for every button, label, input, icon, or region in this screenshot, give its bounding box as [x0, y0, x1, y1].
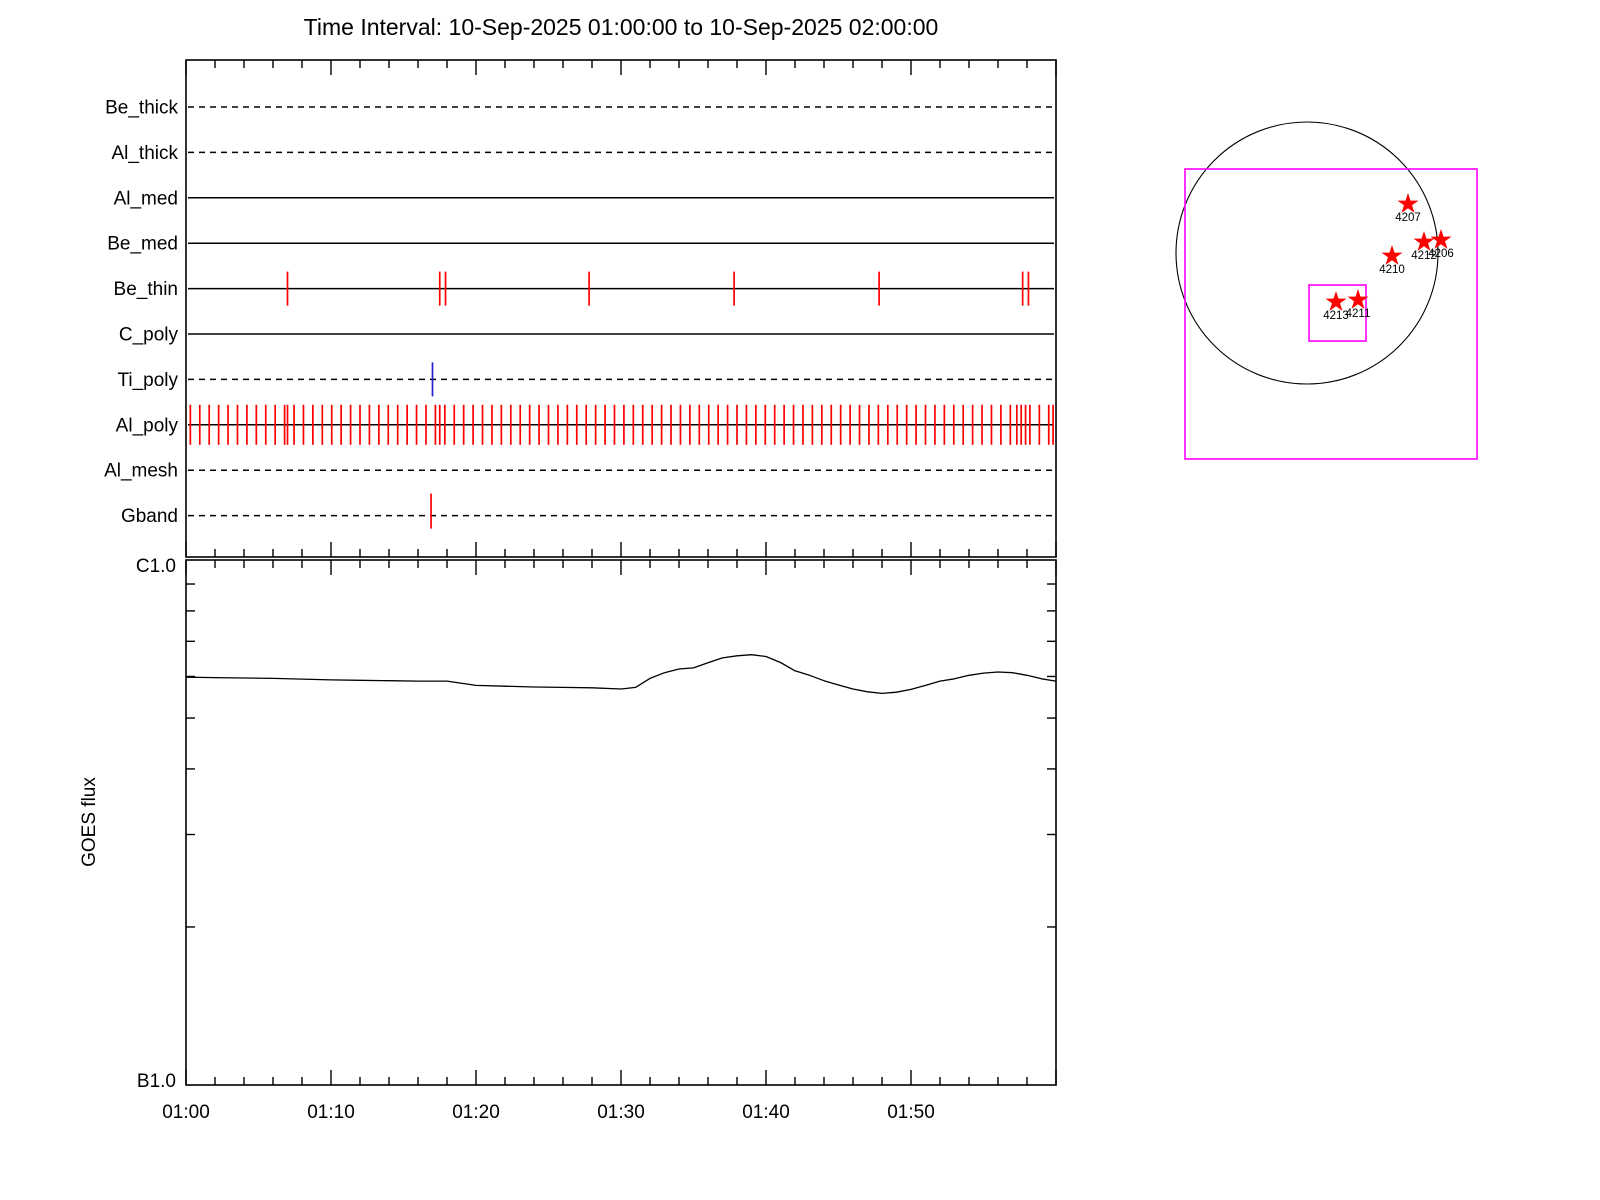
- goes-flux-line: [185, 654, 1057, 695]
- channel-row-Al_mesh: Al_mesh: [104, 461, 1054, 482]
- active-region-label: 4213: [1323, 310, 1349, 322]
- active-region-label: 4206: [1428, 248, 1454, 260]
- channel-row-Be_med: Be_med: [107, 234, 1054, 255]
- star-4211: 4211: [1346, 289, 1371, 320]
- x-tick-label: 01:20: [452, 1102, 500, 1123]
- channel-row-Al_thick: Al_thick: [111, 143, 1054, 164]
- channel-row-Ti_poly: Ti_poly: [117, 362, 1054, 397]
- x-tick-label: 01:00: [162, 1102, 210, 1123]
- x-tick-label: 01:50: [887, 1102, 935, 1123]
- x-axis-labels: 01:00 01:10 01:20 01:30 01:40 01:50: [162, 1102, 935, 1123]
- y-axis-title: GOES flux: [79, 777, 100, 867]
- event-timeline-panel: [185, 59, 1057, 558]
- channel-label-Al_poly: Al_poly: [116, 415, 179, 436]
- channel-label-C_poly: C_poly: [119, 325, 179, 346]
- channel-label-Ti_poly: Ti_poly: [117, 370, 178, 391]
- star-4213: 4213: [1323, 291, 1349, 322]
- fov-box-outer: [1184, 168, 1478, 460]
- channel-row-Be_thin: Be_thin: [114, 271, 1054, 306]
- solar-map: [1175, 121, 1478, 460]
- star-4207: 4207: [1395, 193, 1421, 224]
- goes-curve: [185, 654, 1057, 695]
- star-4212: 4212: [1411, 231, 1437, 262]
- fov-box-inner: [1308, 284, 1367, 342]
- channel-label-Be_med: Be_med: [107, 234, 178, 255]
- channel-row-Gband: Gband: [121, 493, 1054, 529]
- active-region-star-icon: [1413, 231, 1435, 251]
- active-region-star-icon: [1325, 291, 1347, 311]
- channel-label-Al_med: Al_med: [114, 188, 178, 209]
- channel-label-Al_mesh: Al_mesh: [104, 461, 178, 482]
- active-region-star-icon: [1347, 289, 1369, 309]
- star-4206: 4206: [1428, 229, 1454, 260]
- x-tick-label: 01:10: [307, 1102, 355, 1123]
- y-axis-bottom-label: B1.0: [137, 1071, 176, 1092]
- channel-label-Be_thin: Be_thin: [114, 279, 178, 300]
- active-region-star-icon: [1381, 245, 1403, 265]
- chart-title: Time Interval: 10-Sep-2025 01:00:00 to 1…: [303, 14, 939, 40]
- channel-label-Gband: Gband: [121, 506, 178, 527]
- active-region-label: 4207: [1395, 212, 1421, 224]
- channel-label-Be_thick: Be_thick: [105, 98, 178, 119]
- y-axis-top-label: C1.0: [136, 556, 176, 577]
- active-region-label: 4211: [1346, 308, 1371, 320]
- goes-panel: C1.0 B1.0 GOES flux: [79, 556, 1057, 1092]
- solar-disk: [1175, 121, 1439, 385]
- channel-row-Be_thick: Be_thick: [105, 98, 1054, 119]
- channel-label-Al_thick: Al_thick: [111, 143, 178, 164]
- channel-row-Al_med: Al_med: [114, 188, 1054, 209]
- channel-row-Al_poly: Al_poly: [116, 404, 1054, 445]
- active-region-star-icon: [1430, 229, 1452, 249]
- channel-row-C_poly: C_poly: [119, 325, 1054, 346]
- active-region-label: 4212: [1411, 250, 1437, 262]
- x-tick-label: 01:40: [742, 1102, 790, 1123]
- x-tick-label: 01:30: [597, 1102, 645, 1123]
- active-region-star-icon: [1397, 193, 1419, 213]
- active-region-label: 4210: [1379, 264, 1405, 276]
- star-4210: 4210: [1379, 245, 1405, 276]
